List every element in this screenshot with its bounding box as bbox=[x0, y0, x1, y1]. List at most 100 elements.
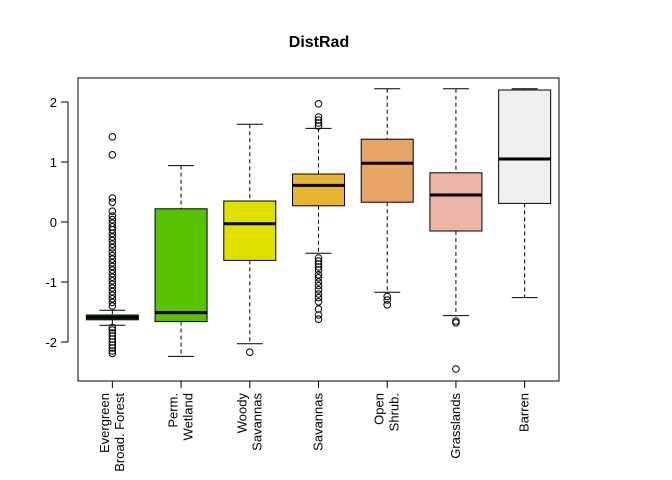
box-iqr bbox=[498, 89, 552, 204]
outlier-point bbox=[108, 338, 117, 346]
outlier-point bbox=[245, 348, 254, 357]
box-group bbox=[292, 100, 345, 324]
outlier-point bbox=[108, 302, 117, 310]
x-tick-label: Barren bbox=[517, 393, 532, 432]
outlier-point bbox=[314, 305, 323, 313]
y-tick-label: 2 bbox=[50, 95, 57, 110]
boxes-group bbox=[85, 88, 552, 373]
outlier-point bbox=[383, 292, 392, 301]
outlier-point bbox=[314, 290, 323, 298]
outlier-point bbox=[108, 273, 117, 282]
outlier-point bbox=[314, 271, 323, 279]
outlier-point bbox=[108, 266, 117, 274]
x-tick-label-line: Shrub. bbox=[387, 393, 402, 431]
outlier-point bbox=[314, 293, 323, 302]
outlier-point bbox=[314, 254, 323, 262]
outlier-point bbox=[452, 365, 460, 373]
x-tick-label-line: Barren bbox=[517, 393, 532, 432]
outlier-point bbox=[108, 284, 117, 292]
outlier-point bbox=[108, 215, 117, 224]
outlier-point bbox=[314, 113, 323, 121]
outlier-point bbox=[108, 269, 117, 278]
y-tick-label: -2 bbox=[45, 335, 57, 350]
outlier-point bbox=[108, 298, 117, 307]
outlier-point bbox=[108, 240, 117, 248]
outlier-point bbox=[108, 255, 117, 264]
outlier-point bbox=[108, 326, 117, 334]
outlier-point bbox=[108, 295, 117, 303]
plot-frame bbox=[77, 77, 560, 382]
outlier-point bbox=[108, 344, 117, 352]
y-tick-label: 0 bbox=[50, 215, 57, 230]
outlier-point bbox=[108, 248, 117, 256]
box-iqr bbox=[292, 173, 345, 207]
box-iqr bbox=[360, 138, 414, 203]
x-tick-label: EvergreenBroad. Forest bbox=[97, 393, 127, 472]
x-tick-label-line: Grasslands bbox=[448, 393, 463, 459]
outlier-point bbox=[108, 277, 117, 285]
outlier-point bbox=[314, 315, 323, 324]
x-axis-labels: EvergreenBroad. Forest Perm.Wetland WoodyS… bbox=[97, 381, 532, 472]
outlier-point bbox=[314, 263, 323, 271]
outlier-point bbox=[108, 332, 117, 340]
outlier-point bbox=[108, 291, 117, 300]
outlier-point bbox=[108, 236, 117, 245]
x-tick-label-line: Open bbox=[372, 393, 387, 425]
chart-title: DistRad bbox=[289, 34, 349, 51]
outlier-point bbox=[108, 244, 117, 252]
outlier-point bbox=[108, 194, 117, 202]
outlier-point bbox=[314, 281, 323, 290]
x-tick-label-line: Savannas bbox=[249, 393, 264, 451]
outlier-point bbox=[314, 122, 323, 130]
x-tick-label: Grasslands bbox=[448, 393, 463, 459]
outlier-point bbox=[314, 116, 323, 124]
outlier-point bbox=[314, 274, 323, 282]
outlier-point bbox=[383, 296, 392, 304]
x-tick-label: Perm.Wetland bbox=[166, 393, 196, 440]
box-group bbox=[223, 123, 277, 357]
outlier-point bbox=[314, 100, 323, 108]
x-tick-label-line: Wetland bbox=[181, 393, 196, 440]
outlier-point bbox=[108, 287, 117, 296]
outlier-point bbox=[314, 257, 323, 265]
outlier-point bbox=[314, 119, 323, 127]
outlier-point bbox=[314, 260, 323, 268]
x-tick-label-line: Broad. Forest bbox=[112, 393, 127, 472]
outlier-point bbox=[108, 207, 117, 215]
outlier-point bbox=[108, 280, 117, 289]
outlier-point bbox=[314, 266, 323, 274]
outlier-point bbox=[314, 311, 323, 319]
y-axis: -2 -1 0 1 2 bbox=[45, 95, 69, 350]
outlier-point bbox=[108, 262, 117, 271]
outlier-point bbox=[314, 286, 323, 294]
box-group bbox=[154, 165, 208, 357]
outlier-point bbox=[108, 251, 117, 260]
outlier-point bbox=[108, 323, 117, 332]
outlier-point bbox=[108, 133, 117, 141]
box-group bbox=[85, 133, 139, 358]
outlier-point bbox=[452, 319, 460, 327]
x-tick-label-line: Woody bbox=[234, 393, 249, 434]
outlier-point bbox=[108, 229, 117, 238]
outlier-point bbox=[108, 151, 117, 159]
outlier-point bbox=[108, 341, 117, 349]
x-tick-label-line: Perm. bbox=[166, 393, 181, 428]
box-group bbox=[429, 88, 483, 373]
outlier-point bbox=[314, 298, 323, 306]
outlier-point bbox=[108, 226, 117, 234]
x-tick-label: WoodySavannas bbox=[234, 393, 264, 451]
outlier-point bbox=[108, 335, 117, 343]
x-tick-label: Savannas bbox=[311, 393, 326, 451]
outlier-point bbox=[108, 212, 117, 220]
y-tick-label: -1 bbox=[45, 275, 57, 290]
box-iqr bbox=[429, 172, 483, 232]
box-iqr bbox=[223, 200, 277, 261]
outlier-point bbox=[383, 301, 392, 309]
outlier-point bbox=[108, 198, 117, 206]
outlier-point bbox=[108, 347, 117, 355]
box-group bbox=[498, 88, 552, 299]
x-tick-label: OpenShrub. bbox=[372, 393, 402, 431]
y-tick-label: 1 bbox=[50, 155, 57, 170]
outlier-point bbox=[108, 233, 117, 241]
